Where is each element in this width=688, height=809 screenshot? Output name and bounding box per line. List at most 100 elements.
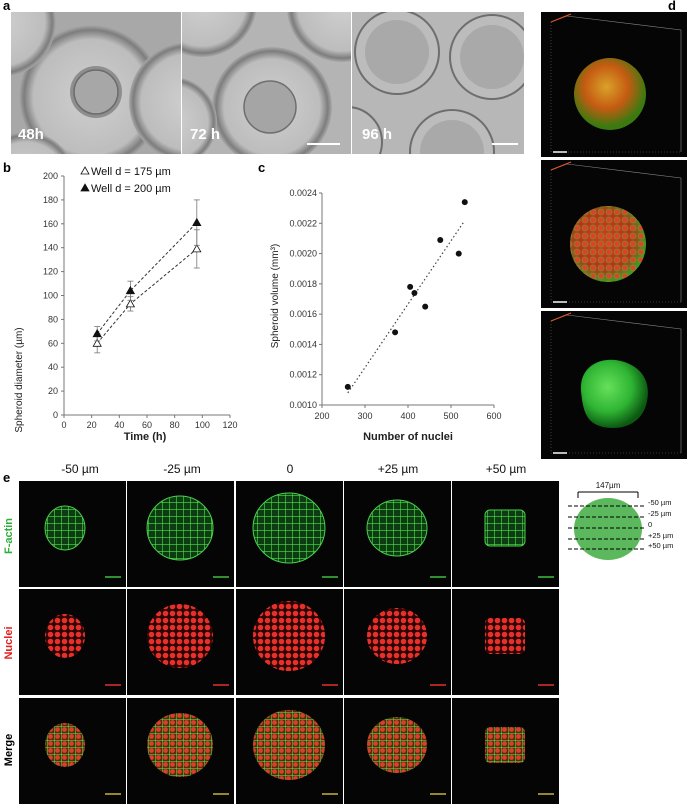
row-label-merge: Merge <box>3 733 15 767</box>
spheroid-section <box>147 604 213 668</box>
data-point <box>125 285 136 295</box>
y-tick-label: 80 <box>48 314 58 324</box>
column-header-minus25: -25 µm <box>163 462 201 476</box>
y-tick-label: 0.0022 <box>289 218 317 228</box>
y-tick-label: 200 <box>43 171 58 181</box>
confocal-factin-col-3 <box>344 481 451 587</box>
data-point <box>411 289 418 296</box>
section-level-label: +25 µm <box>648 531 673 540</box>
y-tick-label: 0.0014 <box>289 339 317 349</box>
spheroid-section <box>146 495 214 561</box>
data-point <box>92 338 102 347</box>
column-header-minus50: -50 µm <box>61 462 99 476</box>
time-label-48h: 48h <box>18 126 44 143</box>
y-axis-label: Spheroid diameter (µm) <box>14 327 25 432</box>
confocal-factin-col-2 <box>236 481 343 587</box>
panel-label-d: d <box>668 0 676 13</box>
data-point <box>461 199 468 206</box>
column-header-plus25: +25 µm <box>377 462 419 476</box>
y-tick-label: 20 <box>48 386 58 396</box>
y-tick-label: 0 <box>53 410 58 420</box>
legend: Well d = 175 µm Well d = 200 µm <box>91 166 171 195</box>
spheroid-section <box>485 727 525 763</box>
confocal-image <box>253 710 338 795</box>
confocal-merge-col-2 <box>236 698 343 804</box>
data-point <box>92 328 102 338</box>
confocal-image <box>147 604 229 686</box>
confocal-image <box>45 723 121 795</box>
render-3d-nuclei <box>541 160 687 308</box>
column-header-zero: 0 <box>286 462 294 476</box>
spheroid-section <box>253 710 325 780</box>
spheroid-section <box>44 505 86 551</box>
x-tick-label: 40 <box>114 420 124 430</box>
y-tick-label: 40 <box>48 362 58 372</box>
brightfield-image <box>182 12 351 154</box>
section-level-label: +50 µm <box>648 541 673 550</box>
y-tick-label: 0.0010 <box>289 400 317 410</box>
x-tick-label: 20 <box>87 420 97 430</box>
micrograph-48h <box>11 12 181 154</box>
data-point <box>192 217 202 227</box>
spheroid-circle <box>574 498 642 560</box>
y-tick-label: 100 <box>43 291 58 301</box>
spheroid-3d-nuclei <box>550 161 682 303</box>
legend-entry-200: Well d = 200 µm <box>91 183 171 195</box>
section-level-label: 0 <box>648 520 652 529</box>
x-tick-label: 300 <box>357 411 372 421</box>
data-point <box>455 250 462 257</box>
section-level-label: -50 µm <box>648 498 672 507</box>
x-tick-label: 400 <box>400 411 415 421</box>
confocal-image <box>252 492 338 578</box>
y-tick-label: 160 <box>43 219 58 229</box>
spheroid-section <box>147 713 213 777</box>
confocal-nuclei-col-4 <box>452 589 559 695</box>
render-3d-surface <box>541 311 687 459</box>
column-header-plus50: +50 µm <box>485 462 527 476</box>
confocal-nuclei-col-3 <box>344 589 451 695</box>
spheroid-section <box>45 723 85 767</box>
x-tick-label: 100 <box>195 420 210 430</box>
data-point <box>437 236 444 243</box>
confocal-merge-col-0 <box>19 698 126 804</box>
micrograph-72h <box>182 12 351 154</box>
confocal-image <box>485 727 554 795</box>
legend-marker-filled <box>80 183 90 192</box>
x-axis-label: Number of nuclei <box>363 431 453 443</box>
x-tick-label: 0 <box>61 420 66 430</box>
y-tick-label: 180 <box>43 195 58 205</box>
confocal-merge-col-1 <box>127 698 234 804</box>
spheroid-3d-surface <box>550 312 682 454</box>
y-tick-label: 120 <box>43 267 58 277</box>
confocal-factin-col-4 <box>452 481 559 587</box>
spheroid-section <box>45 614 85 658</box>
spheroid-section <box>366 499 428 557</box>
chart-c-volume-vs-nuclei: Spheroid volume (mm³) Number of nuclei 0… <box>270 188 502 443</box>
confocal-image <box>147 713 229 795</box>
series-line-0 <box>96 248 198 344</box>
confocal-image <box>484 509 554 578</box>
confocal-merge-col-3 <box>344 698 451 804</box>
render-3d-overlay <box>541 12 687 157</box>
x-tick-label: 120 <box>222 420 237 430</box>
y-tick-label: 0.0020 <box>289 249 317 259</box>
x-tick-label: 600 <box>486 411 501 421</box>
confocal-image <box>366 499 446 578</box>
y-tick-label: 0.0024 <box>289 188 317 198</box>
confocal-nuclei-col-1 <box>127 589 234 695</box>
legend-marker-open <box>80 166 90 175</box>
section-level-label: -25 µm <box>648 509 672 518</box>
spheroid-section <box>485 618 525 654</box>
diameter-label: 147µm <box>596 481 621 490</box>
confocal-image-grid <box>19 481 560 806</box>
series-line-1 <box>96 222 198 335</box>
legend-entry-175: Well d = 175 µm <box>91 166 171 178</box>
confocal-image <box>253 601 338 686</box>
x-tick-label: 60 <box>142 420 152 430</box>
confocal-nuclei-col-0 <box>19 589 126 695</box>
brightfield-image <box>352 12 524 154</box>
y-tick-label: 0.0016 <box>289 309 317 319</box>
y-tick-label: 60 <box>48 338 58 348</box>
confocal-image <box>44 505 121 578</box>
confocal-image <box>146 495 229 578</box>
